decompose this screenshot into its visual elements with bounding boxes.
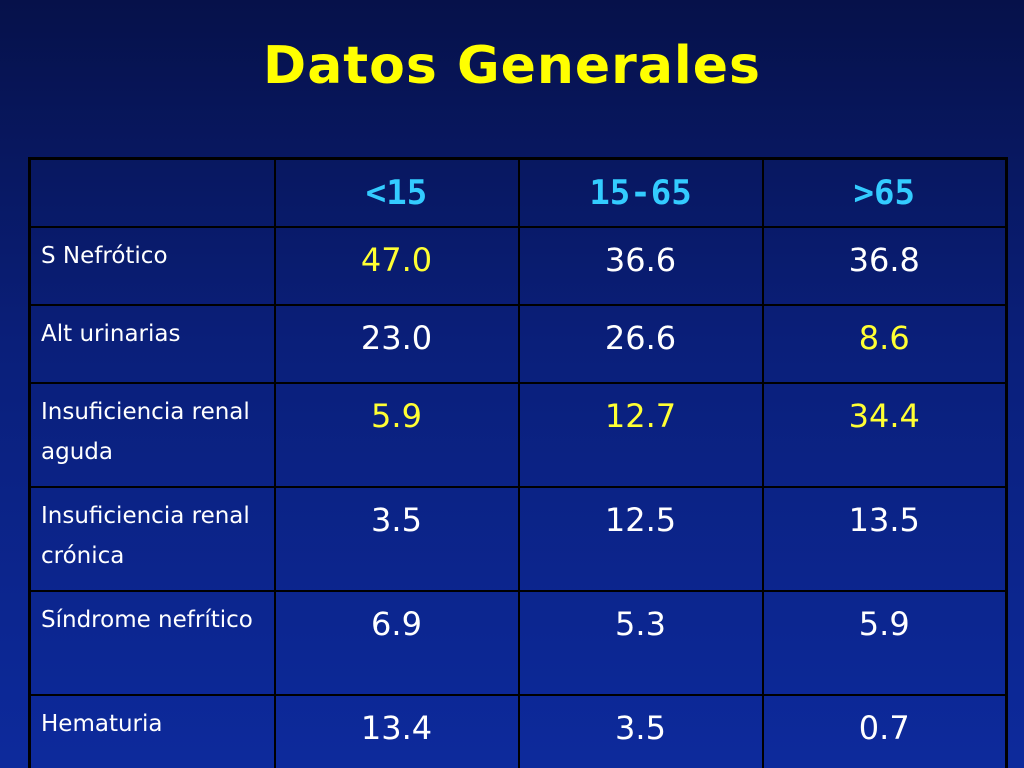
value-cell: 13.4 bbox=[273, 694, 520, 768]
value-cell: 36.8 bbox=[761, 226, 1008, 306]
value-cell: 12.7 bbox=[517, 382, 764, 488]
value-cell: 34.4 bbox=[761, 382, 1008, 488]
row-label: Insuficiencia renal crónica bbox=[28, 486, 276, 592]
row-label: Síndrome nefrítico bbox=[28, 590, 276, 696]
value-cell: 5.9 bbox=[761, 590, 1008, 696]
header-empty-cell bbox=[28, 157, 276, 228]
value-cell: 5.9 bbox=[273, 382, 520, 488]
row-label: Insuficiencia renal aguda bbox=[28, 382, 276, 488]
table-row: Insuficiencia renal crónica 3.5 12.5 13.… bbox=[28, 486, 1008, 592]
table-row: Síndrome nefrítico 6.9 5.3 5.9 bbox=[28, 590, 1008, 696]
value-cell: 47.0 bbox=[273, 226, 520, 306]
table-row: Insuficiencia renal aguda 5.9 12.7 34.4 bbox=[28, 382, 1008, 488]
value-cell: 0.7 bbox=[761, 694, 1008, 768]
page-title: Datos Generales bbox=[263, 36, 761, 96]
row-label: S Nefrótico bbox=[28, 226, 276, 306]
table-row: S Nefrótico 47.0 36.6 36.8 bbox=[28, 226, 1008, 306]
value-cell: 5.3 bbox=[517, 590, 764, 696]
value-cell: 6.9 bbox=[273, 590, 520, 696]
value-cell: 13.5 bbox=[761, 486, 1008, 592]
table-row: Alt urinarias 23.0 26.6 8.6 bbox=[28, 304, 1008, 384]
value-cell: 23.0 bbox=[273, 304, 520, 384]
value-cell: 36.6 bbox=[517, 226, 764, 306]
row-label: Alt urinarias bbox=[28, 304, 276, 384]
table-header-row: <15 15-65 >65 bbox=[28, 157, 1008, 228]
value-cell: 26.6 bbox=[517, 304, 764, 384]
table-row: Hematuria 13.4 3.5 0.7 bbox=[28, 694, 1008, 768]
data-table: <15 15-65 >65 S Nefrótico 47.0 36.6 36.8… bbox=[28, 157, 1008, 768]
header-cell: 15-65 bbox=[517, 157, 764, 228]
value-cell: 3.5 bbox=[517, 694, 764, 768]
value-cell: 12.5 bbox=[517, 486, 764, 592]
row-label: Hematuria bbox=[28, 694, 276, 768]
value-cell: 8.6 bbox=[761, 304, 1008, 384]
header-cell: <15 bbox=[273, 157, 520, 228]
value-cell: 3.5 bbox=[273, 486, 520, 592]
header-cell: >65 bbox=[761, 157, 1008, 228]
